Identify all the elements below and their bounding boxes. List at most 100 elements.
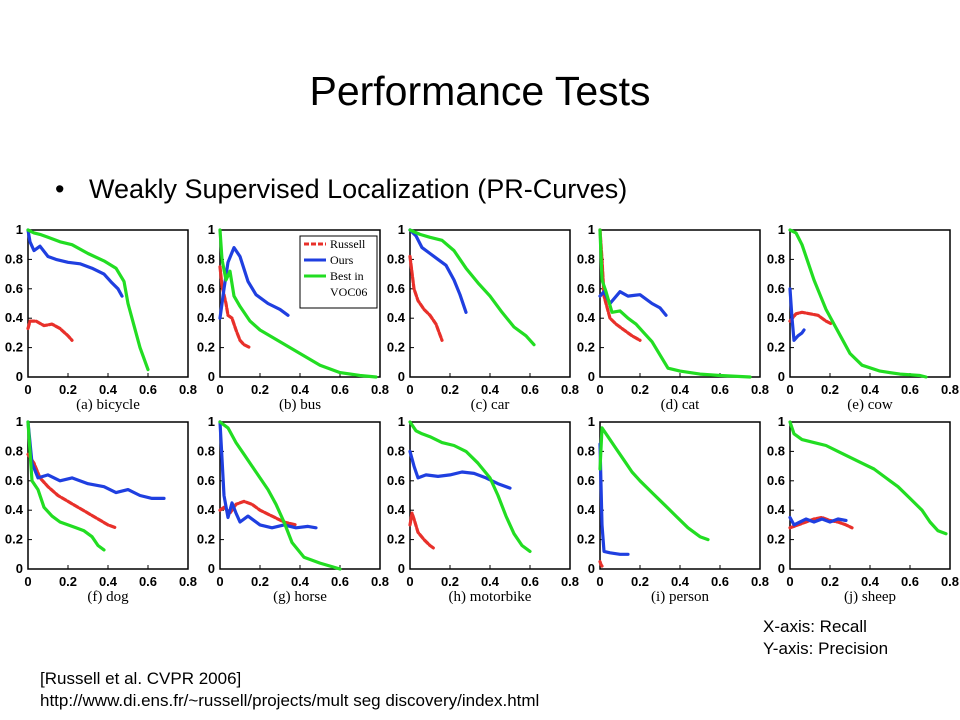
y-tick-label: 0.6 xyxy=(5,281,23,296)
y-tick-label: 0 xyxy=(208,561,215,576)
y-tick-label: 0.2 xyxy=(577,532,595,547)
x-tick-label: 0.4 xyxy=(481,574,500,589)
series-line-russell xyxy=(26,319,74,342)
panel-caption: (b) bus xyxy=(279,397,321,413)
series-line-russell xyxy=(408,254,444,342)
series-line-russell xyxy=(408,511,436,550)
y-tick-label: 0.4 xyxy=(577,310,596,325)
citation-url: http://www.di.ens.fr/~russell/projects/m… xyxy=(40,691,540,710)
slide-title: Performance Tests xyxy=(309,68,651,114)
x-tick-label: 0.6 xyxy=(139,382,157,397)
series-line-russell xyxy=(788,310,834,326)
x-axis-note: X-axis: Recall xyxy=(763,617,867,636)
chart-panel: 0 0.2 0.4 0.6 0.8 1 0 0.2 0.4 0.6 0.8 (h) motorbike xyxy=(387,414,579,605)
plot-frame xyxy=(789,421,951,570)
y-tick-label: 0.6 xyxy=(577,281,595,296)
x-tick-label: 0.4 xyxy=(99,574,118,589)
series-line-ours xyxy=(26,420,166,500)
y-tick-label: 0.2 xyxy=(197,532,215,547)
x-tick-label: 0 xyxy=(596,574,603,589)
y-tick-label: 1 xyxy=(208,222,215,237)
y-tick-label: 0 xyxy=(588,369,595,384)
series-line-ours xyxy=(598,442,630,556)
y-tick-label: 0.4 xyxy=(767,502,786,517)
y-tick-label: 0.2 xyxy=(767,340,785,355)
plot-frame xyxy=(219,421,381,570)
y-tick-label: 0.4 xyxy=(5,502,24,517)
x-tick-label: 0.8 xyxy=(751,382,769,397)
panel-caption: (j) sheep xyxy=(844,589,896,605)
y-tick-label: 0.2 xyxy=(387,340,405,355)
panel-caption: (g) horse xyxy=(273,589,327,605)
y-tick-label: 0.8 xyxy=(5,251,23,266)
y-tick-label: 1 xyxy=(208,414,215,429)
y-tick-label: 0 xyxy=(398,561,405,576)
y-tick-label: 0.6 xyxy=(767,473,785,488)
panel-caption: (h) motorbike xyxy=(449,589,532,605)
plot-frame xyxy=(409,229,571,378)
x-tick-label: 0.4 xyxy=(861,574,880,589)
y-tick-label: 0.8 xyxy=(387,251,405,266)
bullet-dot: • xyxy=(55,174,65,204)
panel-caption: (d) cat xyxy=(661,397,701,413)
x-tick-label: 0.8 xyxy=(751,574,769,589)
chart-panel: 0 0.2 0.4 0.6 0.8 1 0 0.2 0.4 0.6 0.8 (b) bus Russel… xyxy=(197,222,389,413)
y-tick-label: 0 xyxy=(778,561,785,576)
y-tick-label: 1 xyxy=(588,414,595,429)
chart-panel: 0 0.2 0.4 0.6 0.8 1 0 0.2 0.4 0.6 0.8 (d) cat xyxy=(577,222,769,413)
bullet-item: • Weakly Supervised Localization (PR-Curv… xyxy=(55,172,627,206)
y-tick-label: 0.8 xyxy=(387,443,405,458)
x-tick-label: 0 xyxy=(406,574,413,589)
y-tick-label: 0.8 xyxy=(577,251,595,266)
x-tick-label: 0.8 xyxy=(561,574,579,589)
y-tick-label: 0.8 xyxy=(197,443,215,458)
series-line-ours xyxy=(218,420,318,530)
y-tick-label: 0.8 xyxy=(767,443,785,458)
series-line-ours xyxy=(788,287,806,342)
x-tick-label: 0.4 xyxy=(861,382,880,397)
citation-reference: [Russell et al. CVPR 2006] xyxy=(40,669,242,688)
y-tick-label: 0.8 xyxy=(5,443,23,458)
legend-label: VOC06 xyxy=(330,285,367,299)
legend-box xyxy=(299,235,378,309)
chart-panel: 0 0.2 0.4 0.6 0.8 1 0 0.2 0.4 0.6 0.8 (j) sheep xyxy=(767,414,959,605)
chart-panel: 0 0.2 0.4 0.6 0.8 1 0 0.2 0.4 0.6 0.8 (i) person xyxy=(577,414,769,605)
citation: [Russell et al. CVPR 2006] http://www.di… xyxy=(40,668,539,712)
legend-label: Russell xyxy=(330,237,366,251)
x-tick-label: 0 xyxy=(596,382,603,397)
x-tick-label: 0.8 xyxy=(561,382,579,397)
x-tick-label: 0 xyxy=(24,574,31,589)
x-tick-label: 0.2 xyxy=(441,574,459,589)
y-tick-label: 0.8 xyxy=(577,443,595,458)
x-tick-label: 0.2 xyxy=(821,574,839,589)
series-line-ours xyxy=(408,228,468,314)
series-line-ours xyxy=(26,228,124,298)
x-tick-label: 0 xyxy=(216,574,223,589)
x-tick-label: 0.4 xyxy=(671,574,690,589)
y-tick-label: 0.6 xyxy=(387,281,405,296)
series-line-best xyxy=(408,420,532,553)
x-tick-label: 0.6 xyxy=(521,574,539,589)
series-line-russell xyxy=(26,452,118,530)
y-tick-label: 0.6 xyxy=(577,473,595,488)
plot-frame xyxy=(789,229,951,378)
y-tick-label: 0.6 xyxy=(5,473,23,488)
x-tick-label: 0.2 xyxy=(631,382,649,397)
series-line-best xyxy=(788,228,928,379)
x-tick-label: 0.6 xyxy=(711,574,729,589)
series-line-best xyxy=(26,420,106,552)
y-tick-label: 1 xyxy=(778,222,785,237)
x-tick-label: 0 xyxy=(786,382,793,397)
y-tick-label: 0.4 xyxy=(197,502,216,517)
x-tick-label: 0 xyxy=(786,574,793,589)
y-tick-label: 0 xyxy=(588,561,595,576)
series-line-best xyxy=(788,420,948,536)
x-tick-label: 0.8 xyxy=(371,574,389,589)
x-tick-label: 0.2 xyxy=(251,382,269,397)
bullet-text: Weakly Supervised Localization (PR-Curve… xyxy=(89,174,628,204)
plot-frame xyxy=(409,421,571,570)
series-line-best xyxy=(218,420,342,571)
chart-panel: 0 0.2 0.4 0.6 0.8 1 0 0.2 0.4 0.6 0.8 (f) dog xyxy=(5,414,197,605)
panel-caption: (c) car xyxy=(471,397,510,413)
